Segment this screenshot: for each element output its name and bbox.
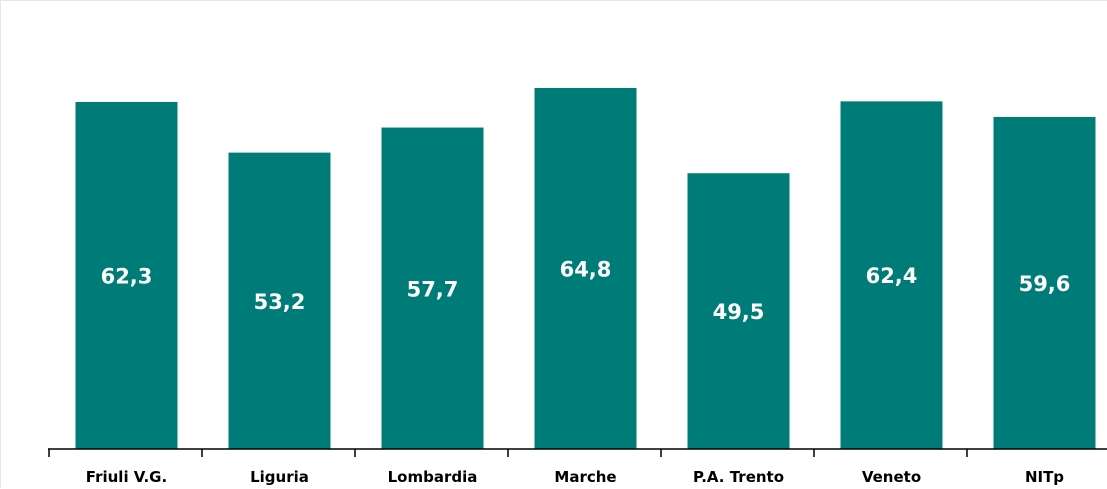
category-label-2: Lombardia bbox=[388, 468, 478, 486]
category-label-1: Liguria bbox=[250, 468, 309, 486]
category-labels: Friuli V.G. Liguria Lombardia Marche P.A. Tr… bbox=[86, 468, 1065, 486]
bar-3 bbox=[534, 88, 637, 449]
bar-1 bbox=[228, 152, 331, 449]
category-label-3: Marche bbox=[554, 468, 616, 486]
bars-group: 62,3 53,2 57,7 64,8 49,5 62,4 59,6 bbox=[75, 88, 1096, 450]
x-axis bbox=[48, 448, 1107, 457]
bar-4 bbox=[687, 173, 790, 449]
bar-value-label-6: 59,6 bbox=[1019, 272, 1071, 296]
bar-2 bbox=[381, 127, 484, 449]
category-label-4: P.A. Trento bbox=[693, 468, 784, 486]
bar-value-label-3: 64,8 bbox=[560, 258, 612, 282]
bar-value-label-4: 49,5 bbox=[713, 300, 765, 324]
bar-value-label-0: 62,3 bbox=[101, 264, 153, 288]
bar-5 bbox=[840, 101, 943, 450]
bar-value-label-5: 62,4 bbox=[866, 264, 918, 288]
category-label-5: Veneto bbox=[862, 468, 921, 486]
bar-value-label-2: 57,7 bbox=[407, 277, 459, 301]
bar-0 bbox=[75, 101, 178, 450]
category-label-6: NITp bbox=[1025, 468, 1064, 486]
bar-6 bbox=[993, 116, 1096, 449]
bar-value-label-1: 53,2 bbox=[254, 290, 306, 314]
category-label-0: Friuli V.G. bbox=[86, 468, 167, 486]
